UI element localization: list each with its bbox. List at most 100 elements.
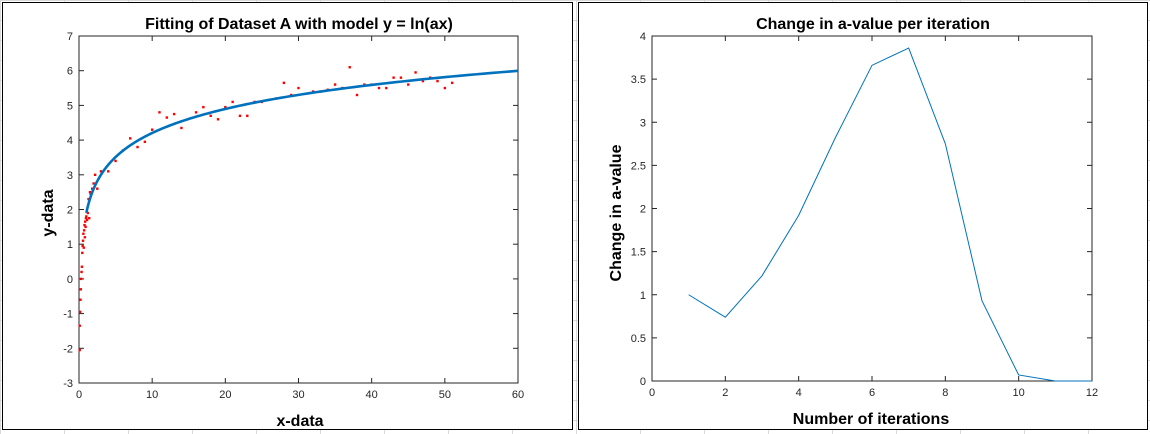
scatter-point <box>84 216 88 220</box>
x-tick-label: 10 <box>146 389 158 401</box>
series-line <box>688 47 1092 382</box>
y-tick-label: 0 <box>640 376 646 388</box>
fitting-chart-svg: Fitting of Dataset A with model y = ln(a… <box>40 16 524 430</box>
y-tick-label: 6 <box>67 66 73 78</box>
scatter-point <box>136 145 139 149</box>
scatter-point <box>82 246 85 249</box>
x-tick-label: 4 <box>796 387 802 399</box>
scatter-point <box>194 111 198 114</box>
scatter-point <box>83 223 86 227</box>
scatter-point <box>297 86 300 90</box>
x-tick-label: 30 <box>292 389 304 401</box>
x-axis-label: Number of iterations <box>793 411 950 428</box>
y-tick-label: 2 <box>640 204 646 216</box>
scatter-point <box>82 232 85 235</box>
scatter-point <box>80 265 84 268</box>
scatter-point <box>180 126 183 130</box>
scatter-point <box>129 137 132 140</box>
scatter-point <box>436 79 439 83</box>
y-tick-label: 1 <box>640 290 646 302</box>
scatter-point <box>87 197 90 201</box>
scatter-point <box>150 128 154 131</box>
chart-title: Change in a-value per iteration <box>756 16 990 33</box>
scatter-point <box>92 182 95 185</box>
scatter-point <box>392 76 395 79</box>
y-tick-label: 4 <box>640 31 646 43</box>
scatter-point <box>450 81 454 85</box>
scatter-point <box>202 105 205 109</box>
scatter-point <box>99 170 103 173</box>
y-tick-label: 0.5 <box>631 333 646 345</box>
scatter-point <box>81 244 84 248</box>
scatter-point <box>90 187 94 190</box>
scatter-point <box>86 211 89 215</box>
fit-curve <box>85 69 519 214</box>
scatter-point <box>88 190 92 194</box>
scatter-point <box>348 66 351 69</box>
scatter-point <box>78 310 82 314</box>
x-tick-label: 2 <box>722 387 728 399</box>
scatter-point <box>216 118 220 121</box>
scatter-point <box>80 270 83 274</box>
scatter-point <box>93 173 97 176</box>
axes-box <box>651 35 1093 382</box>
scatter-point <box>85 218 89 222</box>
y-tick-label: 3.5 <box>631 74 646 86</box>
plot-area: 0 10 20 30 40 50 60 -3 -2 -1 0 1 2 3 4 5 6 7 <box>63 31 524 401</box>
x-tick-label: 6 <box>869 387 875 399</box>
scatter-point <box>231 100 234 104</box>
scatter-point <box>83 236 87 239</box>
scatter-point <box>399 76 403 79</box>
y-tick-label: -2 <box>63 343 73 355</box>
scatter-point <box>88 216 91 220</box>
scatter-point <box>85 215 88 218</box>
scatter-point <box>158 111 161 114</box>
y-tick-label: 2.5 <box>631 160 646 172</box>
x-tick-label: 0 <box>76 389 82 401</box>
scatter-point <box>143 140 147 144</box>
chart-panel-iterations: Change in a-value per iteration Number o… <box>578 2 1148 430</box>
y-tick-label: 2 <box>67 205 73 217</box>
x-tick-label: 50 <box>439 389 451 401</box>
scatter-point <box>333 83 337 86</box>
y-tick-label: 4 <box>67 135 73 147</box>
x-tick-label: 10 <box>1013 387 1025 399</box>
scatter-point <box>209 114 212 118</box>
scatter-point <box>246 114 249 118</box>
scatter-point <box>107 170 110 173</box>
iterations-chart-svg: Change in a-value per iteration Number o… <box>608 16 1098 428</box>
y-tick-label: -1 <box>63 309 73 321</box>
scatter-point <box>355 93 359 97</box>
scatter-point <box>165 116 168 119</box>
y-tick-label: -3 <box>63 378 73 390</box>
scatter-point <box>224 105 227 109</box>
y-tick-label: 3 <box>67 170 73 182</box>
y-tick-label: 0 <box>67 274 73 286</box>
y-tick-label: 1.5 <box>631 247 646 259</box>
scatter-point <box>172 112 176 116</box>
scatter-point <box>377 86 381 90</box>
y-tick-label: 1 <box>67 239 73 251</box>
scatter-point <box>81 251 84 255</box>
scatter-point <box>385 86 388 90</box>
y-tick-label: 5 <box>67 100 73 112</box>
scatter-point <box>78 324 81 327</box>
scatter-point <box>96 187 99 190</box>
x-tick-label: 8 <box>942 387 948 399</box>
plot-area: 0 2 4 6 8 10 12 0 0.5 1 1.5 2 2.5 3 3.5 4 <box>631 31 1098 399</box>
scatter-point <box>84 220 87 223</box>
x-tick-label: 0 <box>649 387 655 399</box>
scatter-point <box>238 114 242 118</box>
y-tick-label: 7 <box>67 31 73 43</box>
scatter-point <box>78 348 81 352</box>
scatter-point <box>79 298 82 301</box>
y-axis-label: Change in a-value <box>608 144 625 281</box>
scatter-point <box>114 159 117 163</box>
scatter-point <box>82 229 86 232</box>
x-tick-label: 40 <box>366 389 378 401</box>
scatter-point <box>407 83 410 86</box>
scatter-point <box>282 81 286 85</box>
scatter-point <box>79 277 83 281</box>
x-axis-label: x-data <box>276 413 323 430</box>
scatter-point <box>421 79 425 83</box>
